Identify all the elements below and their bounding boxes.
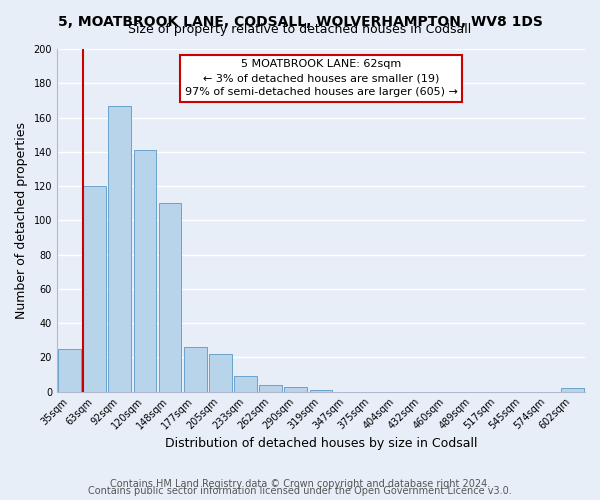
Bar: [284, 386, 307, 392]
Text: Size of property relative to detached houses in Codsall: Size of property relative to detached ho…: [128, 22, 472, 36]
Bar: [159, 203, 181, 392]
Bar: [58, 349, 81, 392]
Bar: [184, 347, 206, 392]
Bar: [310, 390, 332, 392]
Text: Contains public sector information licensed under the Open Government Licence v3: Contains public sector information licen…: [88, 486, 512, 496]
Bar: [134, 150, 156, 392]
Bar: [83, 186, 106, 392]
Y-axis label: Number of detached properties: Number of detached properties: [15, 122, 28, 319]
Text: 5, MOATBROOK LANE, CODSALL, WOLVERHAMPTON, WV8 1DS: 5, MOATBROOK LANE, CODSALL, WOLVERHAMPTO…: [58, 15, 542, 29]
Bar: [109, 106, 131, 392]
Text: Contains HM Land Registry data © Crown copyright and database right 2024.: Contains HM Land Registry data © Crown c…: [110, 479, 490, 489]
Bar: [561, 388, 584, 392]
X-axis label: Distribution of detached houses by size in Codsall: Distribution of detached houses by size …: [165, 437, 477, 450]
Bar: [234, 376, 257, 392]
Bar: [209, 354, 232, 392]
Text: 5 MOATBROOK LANE: 62sqm
← 3% of detached houses are smaller (19)
97% of semi-det: 5 MOATBROOK LANE: 62sqm ← 3% of detached…: [185, 60, 457, 98]
Bar: [259, 385, 282, 392]
